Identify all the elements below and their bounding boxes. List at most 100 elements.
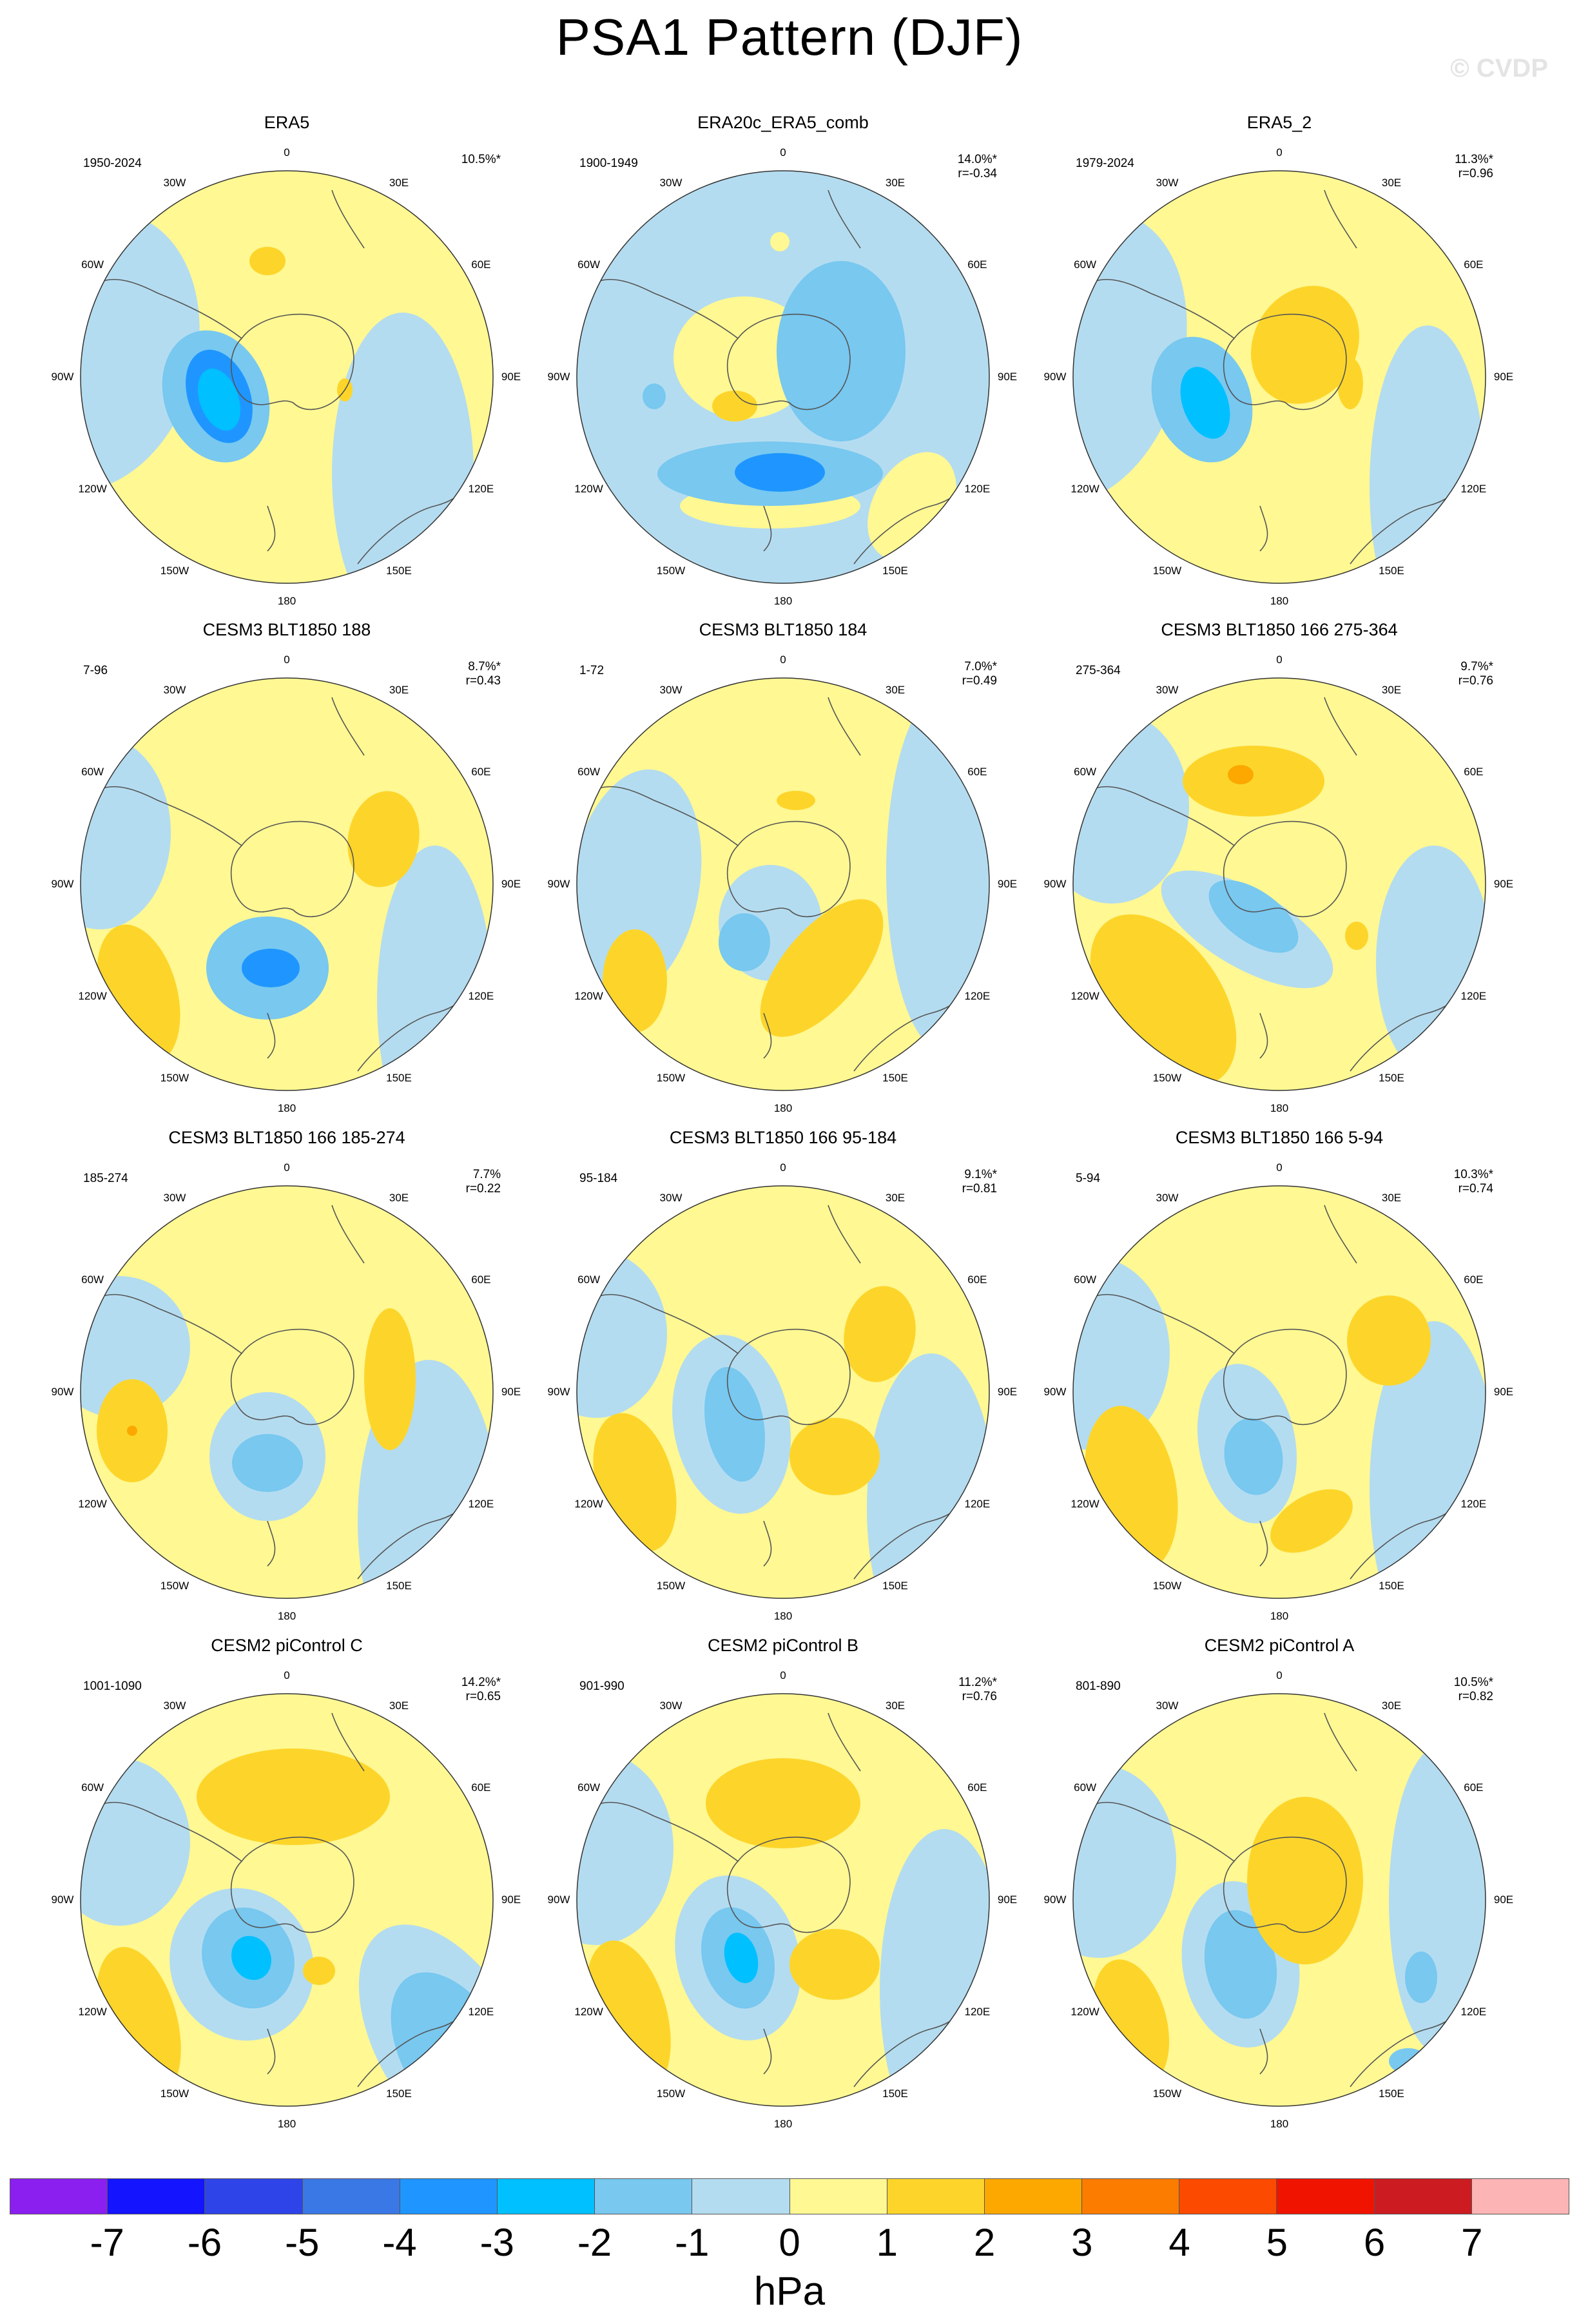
longitude-label: 60W xyxy=(577,1781,601,1794)
longitude-label: 60E xyxy=(471,258,491,271)
longitude-label: 30W xyxy=(659,1191,683,1204)
longitude-label: 120E xyxy=(468,483,494,495)
pressure-anomaly-contour xyxy=(347,791,420,887)
pressure-anomaly-contour xyxy=(577,1752,673,1945)
variance-explained: 11.3%* xyxy=(1455,153,1493,166)
longitude-label: 60W xyxy=(1074,766,1097,778)
variance-explained: 11.2%* xyxy=(958,1676,997,1689)
colorbar-tick-label: 7 xyxy=(1461,2221,1483,2264)
polar-map xyxy=(80,170,494,584)
longitude-label: 120E xyxy=(468,1498,494,1510)
longitude-label: 180 xyxy=(277,2118,296,2130)
longitude-label: 180 xyxy=(1270,1610,1289,1622)
longitude-label: 60W xyxy=(81,766,104,778)
colorbar-swatch xyxy=(1277,2178,1375,2214)
longitude-label: 60E xyxy=(471,1781,491,1794)
pressure-anomaly-contour xyxy=(1073,1257,1170,1450)
longitude-label: 60E xyxy=(967,766,987,778)
pressure-anomaly-contour xyxy=(724,1932,759,1984)
longitude-label: 120W xyxy=(574,2006,603,2018)
pattern-correlation: r=0.82 xyxy=(1458,1690,1493,1703)
longitude-label: 150W xyxy=(160,1580,189,1593)
panel-stats: 11.3%* r=0.96 xyxy=(1455,153,1493,181)
pattern-correlation: r=0.49 xyxy=(962,674,997,688)
longitude-label: 150E xyxy=(882,565,908,577)
map-border xyxy=(1072,170,1486,584)
longitude-label: 90W xyxy=(547,1386,570,1398)
colorbar-tick-label: 6 xyxy=(1363,2221,1386,2264)
longitude-label: 60W xyxy=(577,258,601,271)
pressure-anomaly-contour xyxy=(1247,1797,1363,1964)
longitude-label: 60W xyxy=(577,766,601,778)
longitude-label: 0 xyxy=(284,1161,290,1174)
figure-title: PSA1 Pattern (DJF) xyxy=(556,8,1023,66)
longitude-label: 150W xyxy=(656,2087,686,2100)
longitude-label: 90W xyxy=(547,1893,570,1906)
map-border xyxy=(80,1185,494,1599)
pressure-anomaly-contour xyxy=(760,899,884,1037)
map-border xyxy=(80,1693,494,2107)
pressure-anomaly-contour xyxy=(1183,746,1324,817)
pressure-anomaly-contour xyxy=(81,211,200,491)
colorbar-swatch xyxy=(984,2178,1083,2214)
panel-period: 5-94 xyxy=(1076,1172,1101,1185)
map-border xyxy=(80,677,494,1091)
longitude-label: 150E xyxy=(882,2087,908,2100)
panel-period: 7-96 xyxy=(83,664,108,677)
map-panel: ERA5_2 1979-2024 11.3%* r=0.96 0 30E 60E 90E 120… xyxy=(1022,113,1537,622)
longitude-label: 30E xyxy=(885,683,906,696)
colorbar-tick-label: 2 xyxy=(973,2221,996,2264)
cvdp-watermark: © CVDP xyxy=(1450,54,1548,82)
panel-stats: 14.2%* r=0.65 xyxy=(461,1676,501,1704)
pressure-anomaly-contour xyxy=(643,383,666,409)
longitude-label: 180 xyxy=(277,595,296,607)
pressure-anomaly-contour xyxy=(1224,1418,1283,1495)
pressure-anomaly-contour xyxy=(1073,1765,1176,1958)
panel-stats: 11.2%* r=0.76 xyxy=(958,1676,997,1704)
pressure-anomaly-contour xyxy=(1228,765,1254,784)
longitude-label: 180 xyxy=(773,1610,793,1622)
polar-map xyxy=(80,1693,494,2107)
polar-map xyxy=(576,677,990,1091)
pressure-anomaly-contour xyxy=(844,1286,916,1382)
variance-explained: 7.7% xyxy=(472,1168,501,1181)
colorbar-tick-label: -7 xyxy=(90,2221,124,2264)
colorbar-swatch xyxy=(400,2178,498,2214)
longitude-label: 150E xyxy=(1379,1072,1404,1085)
pressure-anomaly-contour xyxy=(249,247,286,275)
longitude-label: 60E xyxy=(471,766,491,778)
panel-title: ERA5_2 xyxy=(1246,113,1312,132)
variance-explained: 8.7%* xyxy=(468,660,501,673)
colorbar-swatch xyxy=(1374,2178,1472,2214)
map-border xyxy=(576,170,990,584)
pressure-anomaly-contour xyxy=(1347,1295,1431,1386)
longitude-label: 90W xyxy=(547,878,570,890)
panel-title: CESM3 BLT1850 166 275-364 xyxy=(1161,620,1398,639)
colorbar-swatch xyxy=(302,2178,400,2214)
longitude-label: 30W xyxy=(163,683,186,696)
longitude-label: 60E xyxy=(967,1273,987,1286)
panel-stats: 8.7%* r=0.43 xyxy=(466,660,501,688)
longitude-label: 180 xyxy=(277,1610,296,1622)
longitude-label: 120E xyxy=(468,2006,494,2018)
panel-stats: 10.5%* r=0.82 xyxy=(1454,1676,1493,1704)
map-border xyxy=(1072,677,1486,1091)
pressure-anomaly-contour xyxy=(1337,358,1363,409)
longitude-label: 180 xyxy=(1270,1102,1289,1114)
panel-period: 901-990 xyxy=(579,1680,625,1693)
pressure-anomaly-contour xyxy=(1270,1489,1353,1553)
longitude-label: 180 xyxy=(1270,2118,1289,2130)
longitude-label: 150W xyxy=(1152,2087,1182,2100)
longitude-label: 60E xyxy=(1464,766,1484,778)
polar-map xyxy=(1072,170,1486,584)
polar-map xyxy=(1072,677,1486,1091)
longitude-label: 60W xyxy=(1074,258,1097,271)
longitude-label: 30W xyxy=(1156,176,1179,189)
longitude-label: 120W xyxy=(1070,1498,1099,1510)
panel-stats: 7.7% r=0.22 xyxy=(466,1168,501,1196)
panel-period: 1001-1090 xyxy=(83,1680,142,1693)
longitude-label: 120E xyxy=(468,990,494,1002)
longitude-label: 30E xyxy=(1381,683,1402,696)
longitude-label: 90W xyxy=(1043,878,1067,890)
longitude-label: 150E xyxy=(386,1580,412,1593)
